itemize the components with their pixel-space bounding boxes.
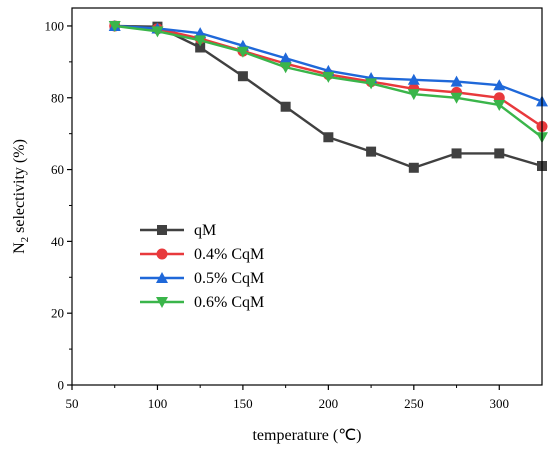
x-axis-title: temperature (℃) (252, 427, 361, 444)
y-axis-title-rest: selectivity (%) (11, 139, 28, 237)
x-tick-label: 300 (490, 396, 510, 411)
legend-label-3: 0.6% CqM (194, 294, 264, 311)
data-point-3 (407, 89, 420, 101)
data-point-2 (279, 52, 292, 64)
x-tick-label: 50 (66, 396, 79, 411)
y-tick-label: 80 (51, 90, 64, 105)
legend: qM 0.4% CqM 0.5% CqM 0.6% CqM (140, 222, 264, 311)
series-line-0 (114, 24, 543, 169)
data-point-0 (195, 42, 206, 53)
plot-frame (71, 7, 543, 386)
data-point-3 (194, 35, 207, 47)
data-point-0 (408, 162, 419, 173)
x-tick-label: 200 (319, 396, 339, 411)
data-point-0 (237, 71, 248, 82)
data-point-2 (407, 73, 420, 85)
legend-marker-0 (157, 225, 167, 235)
data-point-2 (450, 75, 463, 87)
legend-label-1: 0.4% CqM (194, 246, 264, 263)
y-tick-label: 0 (58, 378, 65, 393)
axis-layer: 50 100 150 200 250 300 0 20 40 60 80 100 (45, 18, 510, 411)
data-point-0 (323, 132, 334, 143)
y-tick-label: 60 (51, 162, 64, 177)
data-point-3 (493, 99, 506, 111)
data-point-3 (450, 92, 463, 104)
legend-marker-3 (156, 297, 168, 308)
x-tick-label: 250 (404, 396, 424, 411)
data-point-3 (322, 71, 335, 83)
legend-label-0: qM (194, 222, 216, 239)
y-axis-title: N2 selectivity (%) (11, 139, 31, 254)
data-point-3 (108, 20, 121, 32)
legend-marker-1 (156, 248, 168, 260)
data-point-0 (494, 148, 505, 159)
y-tick-label: 20 (51, 306, 64, 321)
data-point-3 (279, 62, 292, 74)
x-tick-label: 150 (233, 396, 253, 411)
x-tick-label: 100 (148, 396, 168, 411)
y-tick-label: 100 (45, 18, 65, 33)
data-point-0 (451, 148, 462, 159)
data-point-2 (493, 79, 506, 91)
legend-label-2: 0.5% CqM (194, 270, 264, 287)
data-point-3 (236, 46, 249, 58)
data-point-0 (366, 146, 377, 157)
y-axis-title-main: N (11, 242, 28, 254)
data-point-3 (365, 78, 378, 90)
data-point-3 (151, 26, 164, 38)
plot-layer (108, 19, 548, 173)
y-tick-label: 40 (51, 234, 64, 249)
y-axis-title-subscript: 2 (19, 237, 31, 243)
data-point-0 (280, 101, 291, 112)
legend-marker-2 (156, 272, 168, 283)
